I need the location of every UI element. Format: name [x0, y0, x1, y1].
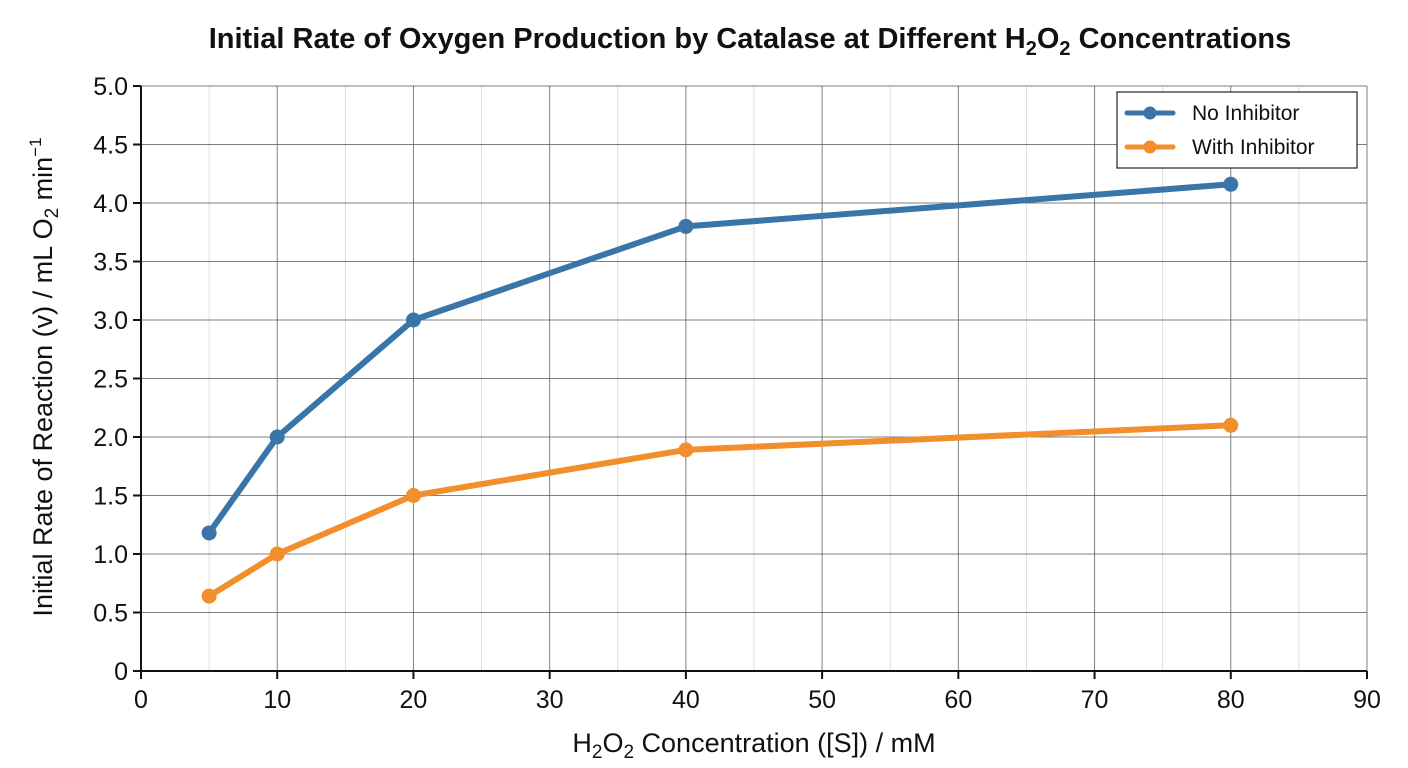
data-point-no-inhibitor	[1223, 176, 1239, 192]
y-tick-label: 1.5	[93, 483, 128, 511]
data-point-with-inhibitor	[201, 588, 217, 604]
y-axis-title: Initial Rate of Reaction (v) / mL O2 min…	[26, 137, 63, 616]
x-tick-label: 40	[672, 686, 700, 714]
x-tick-label: 60	[944, 686, 972, 714]
series-with-inhibitor	[201, 417, 1239, 604]
x-tick-label: 10	[263, 686, 291, 714]
y-tick-label: 2.5	[93, 366, 128, 394]
x-axis-ticks: 0 10 20 30 40 50 60 70 80 90	[134, 671, 1381, 714]
y-tick-label: 3.0	[93, 307, 128, 335]
x-tick-label: 20	[400, 686, 428, 714]
y-tick-label: 4.5	[93, 132, 128, 160]
x-tick-label: 90	[1353, 686, 1381, 714]
data-point-no-inhibitor	[269, 429, 285, 445]
data-point-no-inhibitor	[201, 525, 217, 541]
x-tick-label: 30	[536, 686, 564, 714]
x-tick-label: 80	[1217, 686, 1245, 714]
data-point-with-inhibitor	[1223, 417, 1239, 433]
data-point-with-inhibitor	[269, 546, 285, 562]
legend-box	[1116, 91, 1358, 169]
series-layer	[201, 176, 1239, 604]
y-tick-label: 4.0	[93, 190, 128, 218]
grid	[141, 85, 1368, 671]
legend-label-with-inhibitor: With Inhibitor	[1192, 136, 1315, 159]
y-tick-label: 1.0	[93, 541, 128, 569]
series-line-no-inhibitor	[206, 181, 1234, 536]
data-point-no-inhibitor	[405, 312, 421, 328]
legend-label-no-inhibitor: No Inhibitor	[1192, 102, 1299, 125]
y-tick-label: 0.5	[93, 600, 128, 628]
x-tick-label: 0	[134, 686, 148, 714]
data-point-with-inhibitor	[405, 488, 421, 503]
chart-title: Initial Rate of Oxygen Production by Cat…	[209, 23, 1292, 60]
series-no-inhibitor	[201, 176, 1239, 541]
x-tick-label: 70	[1081, 686, 1109, 714]
legend-marker-no-inhibitor	[1143, 106, 1157, 120]
legend: No Inhibitor With Inhibitor	[1116, 91, 1358, 169]
y-tick-label: 0	[114, 658, 128, 686]
y-tick-label: 5.0	[93, 73, 128, 101]
x-axis-title: H2O2 Concentration ([S]) / mM	[572, 728, 935, 763]
series-line-with-inhibitor	[206, 422, 1234, 600]
data-point-no-inhibitor	[678, 218, 694, 234]
x-tick-label: 50	[808, 686, 836, 714]
legend-marker-with-inhibitor	[1143, 140, 1157, 154]
data-point-with-inhibitor	[678, 442, 694, 458]
y-tick-label: 3.5	[93, 249, 128, 277]
y-tick-label: 2.0	[93, 424, 128, 452]
y-axis-ticks: 0 0.5 1.0 1.5 2.0 2.5 3.0 3.5 4.0 4.5 5.0	[93, 73, 141, 686]
